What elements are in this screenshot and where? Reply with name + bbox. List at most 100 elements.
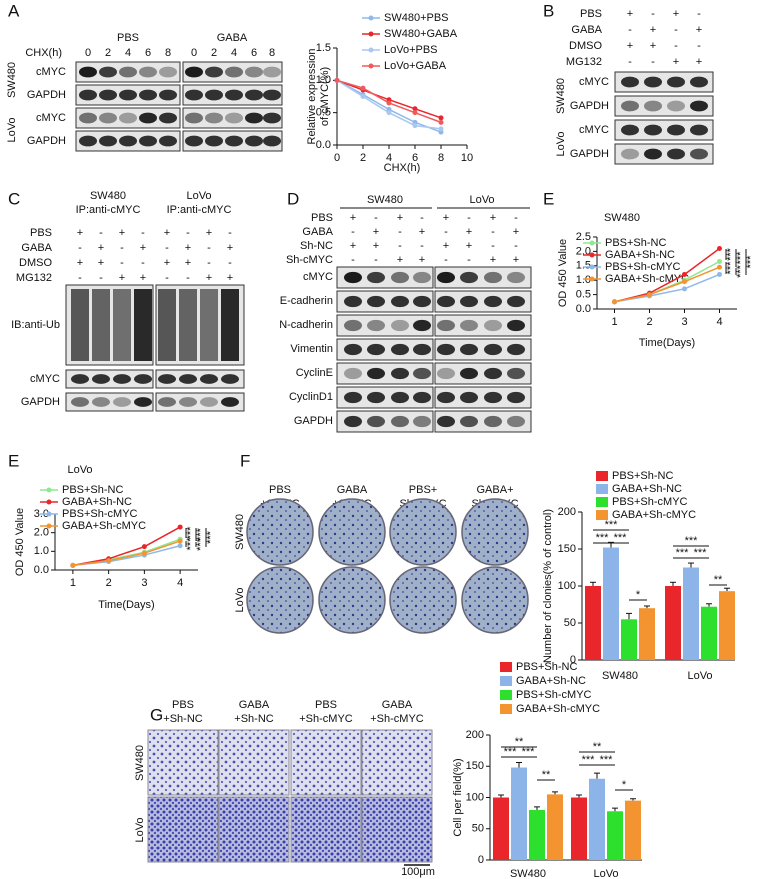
blot-band — [159, 135, 177, 147]
group-label: LoVo — [186, 190, 211, 202]
blot-band — [185, 66, 203, 78]
blot-band — [344, 271, 362, 284]
blot-smear — [158, 289, 176, 361]
x-tick-label: 2 — [360, 152, 366, 164]
data-point — [412, 110, 418, 116]
blot-band — [484, 367, 502, 380]
migration-image — [218, 729, 290, 796]
y-tick-label: 1.0 — [316, 74, 331, 86]
blot-band — [484, 343, 502, 356]
legend-label: GABA+Sh-cMYC — [516, 703, 600, 715]
group-label: GABA — [217, 32, 248, 44]
blot-band — [134, 397, 152, 407]
y-tick-label: 50 — [564, 617, 576, 629]
blot-band — [179, 397, 197, 407]
chart-title: SW480 — [604, 212, 640, 224]
lane-label: 4 — [125, 47, 131, 59]
significance-label: *** — [504, 746, 518, 758]
legend-swatch — [368, 31, 374, 37]
blot-image — [434, 290, 532, 313]
blot-band — [119, 112, 137, 124]
group-label: IP:anti-cMYC — [167, 204, 232, 216]
bar — [719, 591, 735, 660]
y-tick-label: 200 — [558, 506, 576, 518]
condition-label: +Sh-cMYC — [370, 713, 424, 725]
y-tick-label: 0.5 — [576, 289, 591, 301]
legend-swatch — [596, 497, 608, 507]
treatment-label: PBS — [580, 8, 602, 20]
blot-band — [484, 319, 502, 332]
treatment-label: PBS — [30, 227, 52, 239]
significance-label: *** — [676, 547, 690, 559]
x-tick-label: 2 — [646, 316, 652, 328]
significance-label: ** — [542, 769, 551, 781]
blot-band — [344, 415, 362, 428]
blot-band — [413, 415, 431, 428]
significance-label: *** — [600, 754, 614, 766]
x-tick-label: 1 — [611, 316, 617, 328]
legend-label: PBS+Sh-NC — [62, 484, 123, 496]
migration-image — [218, 796, 290, 863]
data-point — [177, 524, 183, 530]
treatment-sign: + — [466, 226, 472, 238]
legend-swatch — [500, 690, 512, 700]
blot-band — [344, 367, 362, 380]
blot-smear — [92, 289, 110, 361]
colony-plate — [246, 498, 314, 566]
legend-label: SW480+PBS — [384, 12, 449, 24]
chart-title: LoVo — [67, 464, 92, 476]
data-point — [438, 115, 444, 121]
blot-band — [367, 271, 385, 284]
data-point — [141, 550, 147, 556]
blot-row-label: GAPDH — [21, 396, 60, 408]
y-tick-label: 100 — [558, 580, 576, 592]
blot-band — [200, 374, 218, 384]
treatment-sign: + — [98, 242, 104, 254]
blot-row-label: GAPDH — [27, 135, 66, 147]
blot-image — [434, 410, 532, 433]
blot-band — [159, 89, 177, 101]
legend-swatch — [46, 499, 52, 505]
row-label: SW480 — [134, 745, 146, 781]
significance-label: * — [636, 589, 641, 601]
legend-swatch — [589, 276, 595, 282]
blot-band — [139, 66, 157, 78]
data-point — [612, 299, 617, 305]
treatment-sign: + — [397, 254, 403, 266]
blot-band — [367, 391, 385, 404]
blot-band — [159, 66, 177, 78]
panel-label: C — [8, 189, 20, 208]
treatment-sign: + — [419, 254, 425, 266]
condition-label: PBS — [315, 699, 337, 711]
colony-plate — [461, 566, 529, 634]
blot-band — [185, 135, 203, 147]
blot-band — [221, 397, 239, 407]
migration-image — [290, 796, 362, 863]
blot-band — [263, 112, 281, 124]
treatment-sign: - — [697, 40, 701, 52]
treatment-label: Sh-cMYC — [286, 254, 333, 266]
blot-smear — [179, 289, 197, 361]
blot-band — [245, 66, 263, 78]
condition-label: +Sh-NC — [234, 713, 273, 725]
blot-band — [507, 271, 525, 284]
blot-band — [200, 397, 218, 407]
blot-band — [367, 367, 385, 380]
treatment-sign: + — [227, 242, 233, 254]
row-header: CHX(h) — [25, 47, 62, 59]
blot-band — [344, 295, 362, 308]
blot-band — [139, 135, 157, 147]
blot-row-label: cMYC — [579, 124, 609, 136]
blot-band — [71, 374, 89, 384]
blot-image — [434, 362, 532, 385]
treatment-sign: - — [514, 240, 518, 252]
bar — [665, 586, 681, 660]
blot-band — [460, 415, 478, 428]
bar — [625, 800, 641, 860]
treatment-sign: - — [398, 240, 402, 252]
blot-band — [437, 391, 455, 404]
lane-label: 2 — [211, 47, 217, 59]
data-point — [647, 292, 652, 298]
group-label: LoVo — [469, 194, 494, 206]
